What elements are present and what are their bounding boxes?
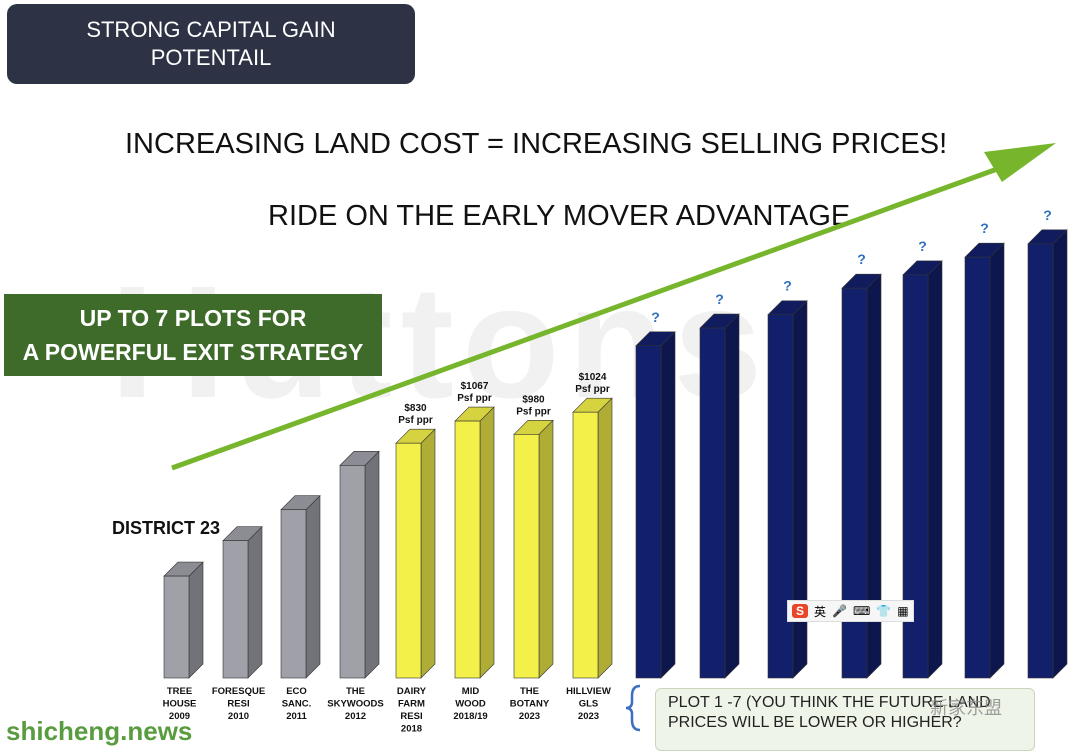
- ime-language-icon[interactable]: 英: [814, 604, 827, 619]
- category-label-6-1: BOTANY: [510, 699, 550, 710]
- bar-question-13: ?: [980, 220, 989, 236]
- plot-note-line-1: PLOT 1 -7 (YOU THINK THE FUTURE LAND: [668, 694, 991, 711]
- category-label-4-0: DAIRY: [397, 686, 427, 697]
- category-label-1-2: 2010: [228, 711, 249, 722]
- bar-question-8: ?: [651, 309, 660, 325]
- ime-toolbar[interactable]: S 英 🎤 ⌨ 👕 ▦: [787, 600, 914, 622]
- bar-6: [513, 419, 554, 679]
- category-label-2-1: SANC.: [282, 699, 312, 710]
- bar-price-label-5-1: Psf ppr: [457, 393, 492, 404]
- category-label-2-2: 2011: [286, 711, 307, 722]
- microphone-icon[interactable]: 🎤: [832, 604, 847, 618]
- category-label-4-1: FARM: [398, 699, 425, 710]
- category-label-3-2: 2012: [345, 711, 366, 722]
- category-label-4-2: RESI: [400, 711, 422, 722]
- bar-price-label-7-1: Psf ppr: [575, 384, 610, 395]
- category-label-0-0: TREE: [167, 686, 192, 697]
- bar-question-9: ?: [715, 291, 724, 307]
- keyboard-icon[interactable]: ⌨: [852, 604, 871, 618]
- category-label-5-2: 2018/19: [453, 711, 487, 722]
- plot-note-line-2: PRICES WILL BE LOWER OR HIGHER?: [668, 714, 962, 731]
- category-label-7-0: HILLVIEW: [566, 686, 611, 697]
- apps-icon[interactable]: ▦: [897, 604, 909, 618]
- category-label-6-2: 2023: [519, 711, 540, 722]
- bar-2: [280, 494, 321, 679]
- headline-early-mover: RIDE ON THE EARLY MOVER ADVANTAGE: [268, 200, 851, 232]
- title-banner: STRONG CAPITAL GAIN POTENTAIL: [7, 4, 415, 84]
- category-label-0-2: 2009: [169, 711, 190, 722]
- category-label-2-0: ECO: [286, 686, 307, 697]
- category-label-1-1: RESI: [227, 699, 249, 710]
- bar-14: [1027, 229, 1068, 679]
- bar-price-label-4-0: $830: [404, 403, 427, 414]
- bar-3: [339, 450, 380, 679]
- category-label-5-1: WOOD: [455, 699, 486, 710]
- watermark-right: 新家东盟: [930, 698, 1002, 718]
- category-label-6-0: THE: [520, 686, 539, 697]
- bar-9: [699, 313, 740, 679]
- sogou-icon[interactable]: S: [792, 604, 809, 618]
- bar-price-label-5-0: $1067: [461, 381, 489, 392]
- exit-strategy-banner: UP TO 7 PLOTS FOR A POWERFUL EXIT STRATE…: [4, 294, 382, 376]
- bar-7: [572, 397, 613, 679]
- bar-question-12: ?: [918, 238, 927, 254]
- shirt-icon[interactable]: 👕: [876, 604, 892, 618]
- title-line-2: POTENTAIL: [150, 45, 272, 70]
- bar-1: [222, 525, 263, 679]
- category-label-7-1: GLS: [579, 699, 599, 710]
- category-label-0-1: HOUSE: [163, 699, 197, 710]
- district-label: DISTRICT 23: [112, 518, 221, 538]
- title-line-1: STRONG CAPITAL GAIN: [86, 17, 336, 42]
- plot-bracket: [625, 684, 641, 732]
- category-label-5-0: MID: [462, 686, 480, 697]
- bar-question-11: ?: [857, 251, 866, 267]
- plot-note: PLOT 1 -7 (YOU THINK THE FUTURE LAND PRI…: [655, 688, 1035, 751]
- bar-8: [635, 331, 676, 679]
- category-label-1-0: FORESQUE: [212, 686, 265, 697]
- bar-question-10: ?: [783, 278, 792, 294]
- bar-question-14: ?: [1043, 207, 1052, 223]
- watermark-left: shicheng.news: [6, 716, 193, 746]
- category-label-3-0: THE: [346, 686, 365, 697]
- category-label-4-3: 2018: [401, 724, 422, 735]
- bar-10: [767, 300, 808, 679]
- bar-price-label-4-1: Psf ppr: [398, 415, 433, 426]
- headline-land-cost: INCREASING LAND COST = INCREASING SELLIN…: [125, 128, 948, 160]
- category-label-7-2: 2023: [578, 711, 599, 722]
- trend-arrow: [171, 143, 1056, 471]
- bar-price-label-7-0: $1024: [579, 372, 607, 383]
- bar-0: [163, 561, 204, 679]
- bar-13: [964, 242, 1005, 679]
- bar-4: [395, 428, 436, 679]
- exit-strategy-line-2: A POWERFUL EXIT STRATEGY: [22, 339, 364, 365]
- bar-price-label-6-0: $980: [522, 394, 545, 405]
- bar-price-label-6-1: Psf ppr: [516, 406, 551, 417]
- bar-5: [454, 406, 495, 679]
- category-label-3-1: SKYWOODS: [327, 699, 383, 710]
- exit-strategy-line-1: UP TO 7 PLOTS FOR: [79, 305, 307, 331]
